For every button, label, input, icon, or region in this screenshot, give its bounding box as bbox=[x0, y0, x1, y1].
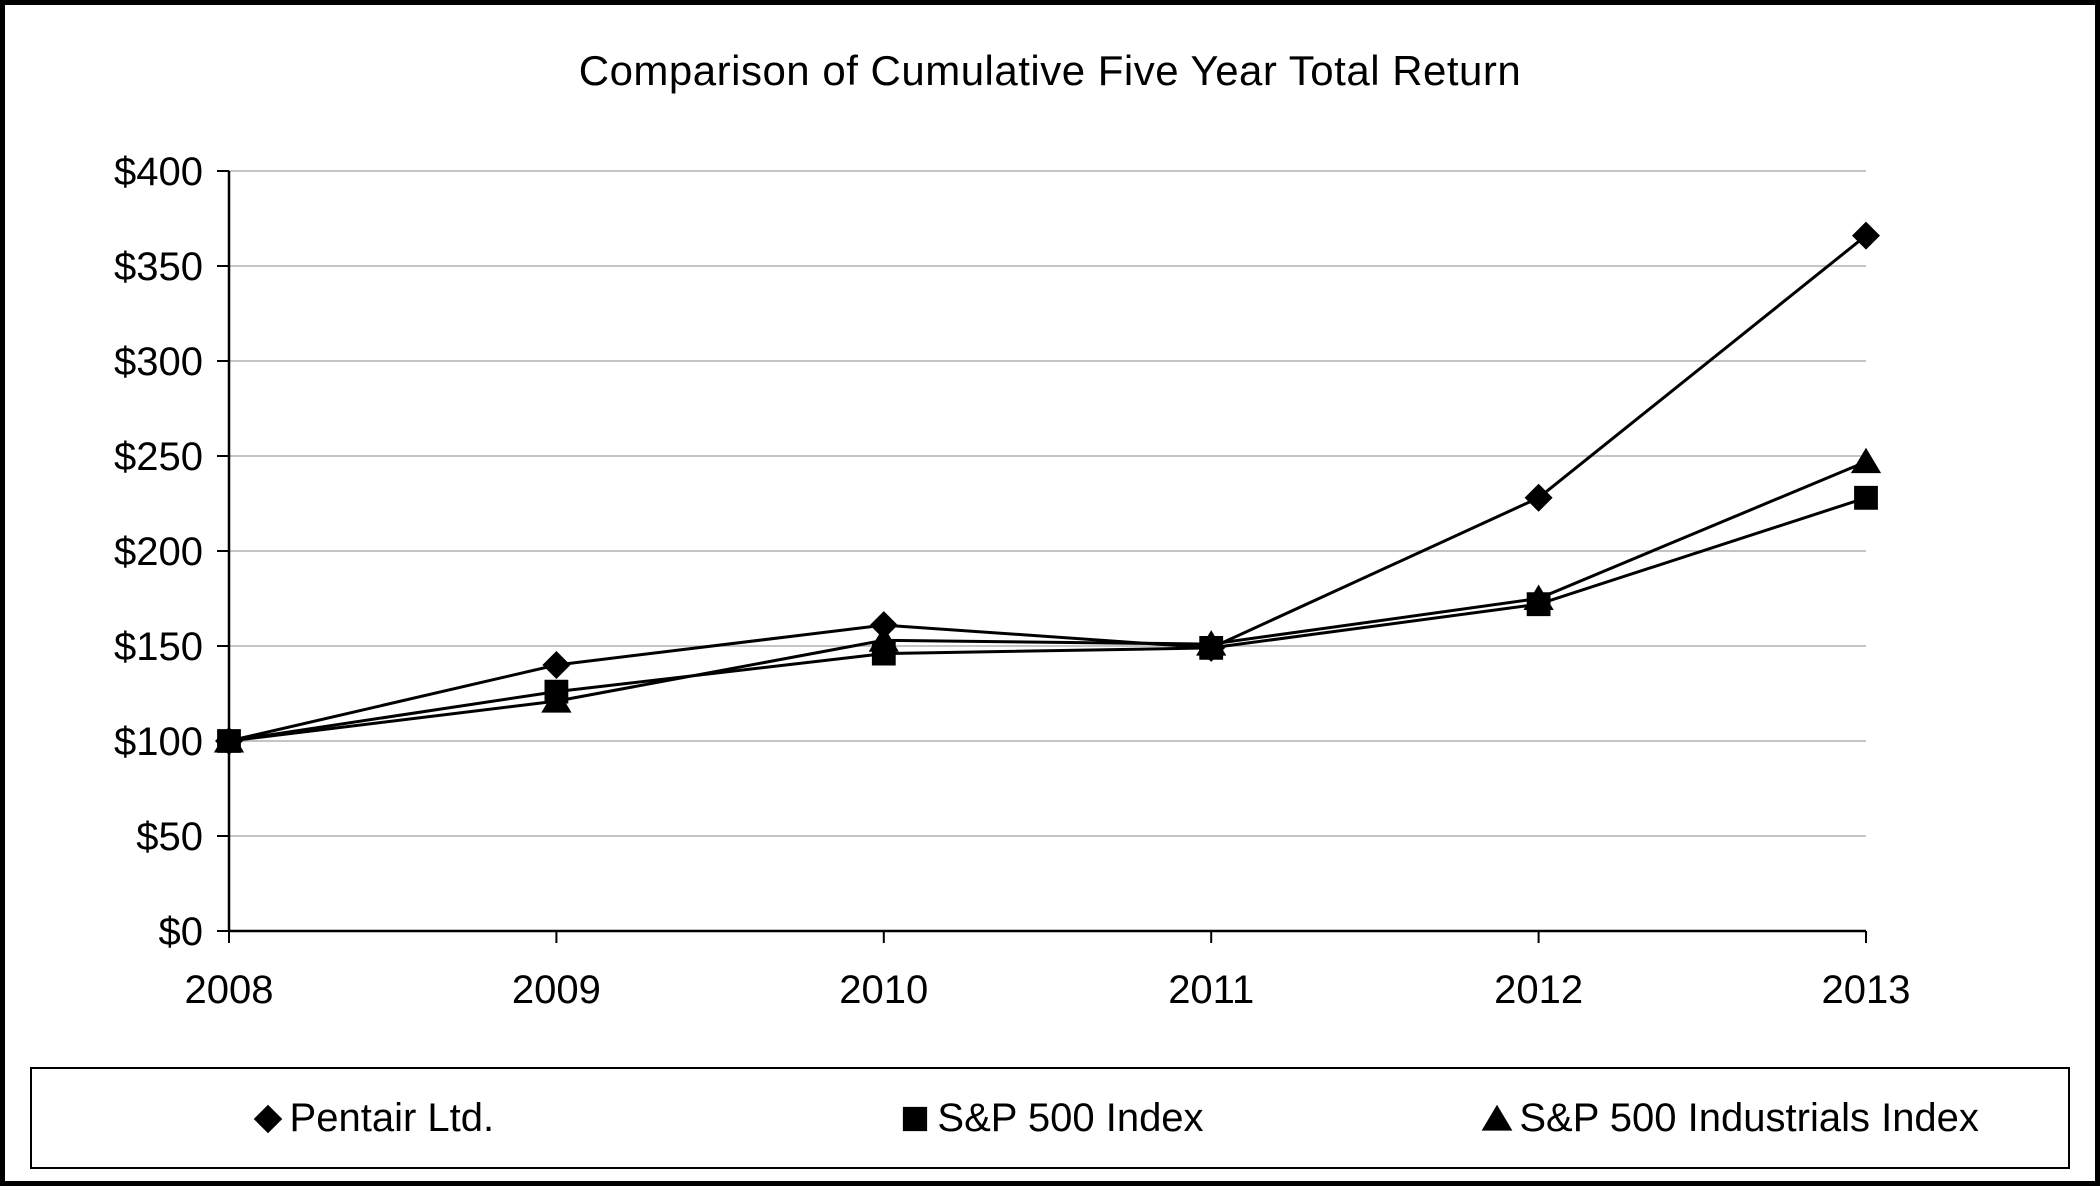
y-tick-label: $50 bbox=[136, 815, 203, 859]
chart-title: Comparison of Cumulative Five Year Total… bbox=[578, 47, 1522, 94]
y-tick-label: $200 bbox=[114, 530, 203, 574]
x-tick-label: 2013 bbox=[1822, 968, 1911, 1012]
data-point-marker bbox=[1524, 483, 1553, 512]
y-tick-label: $100 bbox=[114, 720, 203, 764]
data-point-marker bbox=[1523, 584, 1554, 610]
legend-item-sp500: S&P 500 Index bbox=[896, 1095, 1204, 1141]
legend-label-pentair: Pentair Ltd. bbox=[289, 1095, 495, 1140]
data-point-marker bbox=[1852, 221, 1880, 250]
x-tick-label: 2012 bbox=[1494, 968, 1583, 1012]
legend-label-sp500-industrials: S&P 500 Industrials Index bbox=[1519, 1095, 1979, 1140]
y-tick-label: $150 bbox=[114, 625, 203, 669]
series-line-0 bbox=[228, 234, 1867, 743]
diamond-glyph bbox=[253, 1104, 282, 1134]
square-marker-icon bbox=[903, 1106, 928, 1132]
y-tick-label: $400 bbox=[114, 150, 203, 194]
triangle-glyph bbox=[1481, 1104, 1513, 1131]
data-point-marker bbox=[541, 687, 572, 713]
line-chart: $0 $50 $100 $150 $200 $250 $300 $350 $400 2008 200… bbox=[114, 150, 1911, 1012]
legend-item-sp500-industrials: S&P 500 Industrials Index bbox=[1478, 1096, 1979, 1141]
legend: Pentair Ltd. S&P 500 Index S&P 500 Indus… bbox=[30, 1067, 2070, 1169]
x-tick-label: 2008 bbox=[185, 968, 274, 1012]
data-point-marker bbox=[213, 727, 245, 753]
series-line-1 bbox=[228, 496, 1867, 743]
y-tick-label: $300 bbox=[114, 340, 203, 384]
data-point-marker bbox=[869, 611, 898, 640]
y-tick-label: $350 bbox=[114, 245, 203, 289]
x-tick-label: 2011 bbox=[1168, 968, 1254, 1012]
data-point-marker bbox=[1854, 485, 1878, 510]
triangle-marker-icon bbox=[1481, 1104, 1513, 1131]
y-tick-label: $0 bbox=[159, 910, 204, 954]
data-point-marker bbox=[1196, 630, 1227, 656]
x-tick-label: 2010 bbox=[839, 968, 928, 1012]
y-tick-label: $250 bbox=[114, 435, 203, 479]
data-point-marker bbox=[868, 626, 899, 652]
legend-item-pentair: Pentair Ltd. bbox=[249, 1095, 495, 1141]
square-glyph bbox=[903, 1106, 928, 1132]
series-line-2 bbox=[228, 460, 1867, 743]
legend-label-sp500: S&P 500 Index bbox=[937, 1095, 1204, 1140]
diamond-marker-icon bbox=[253, 1104, 282, 1134]
x-tick-label: 2009 bbox=[512, 968, 601, 1012]
data-point-marker bbox=[542, 651, 571, 679]
data-point-marker bbox=[1850, 447, 1882, 474]
